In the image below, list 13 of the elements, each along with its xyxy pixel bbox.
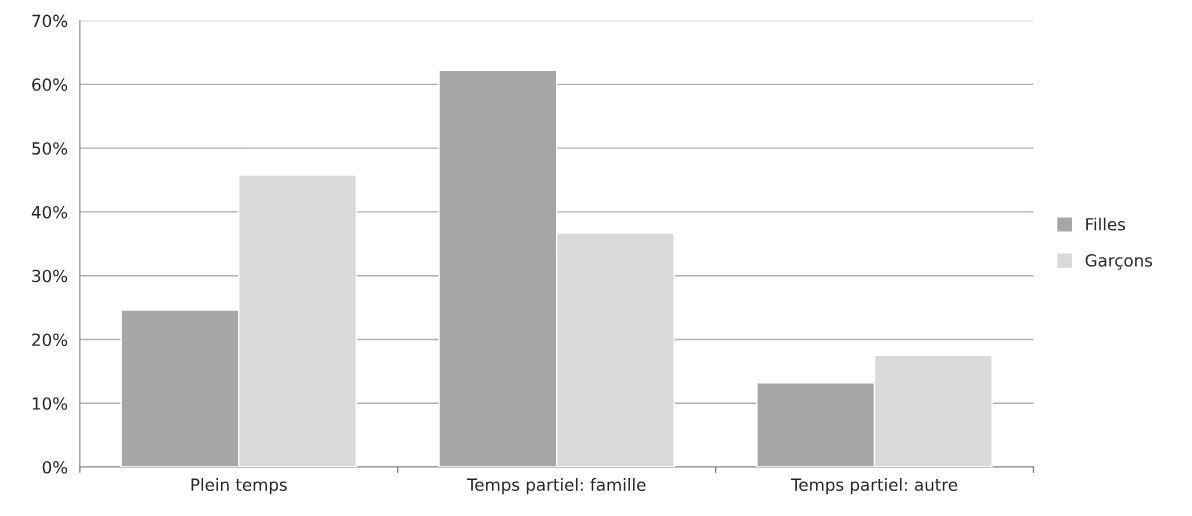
y-tick-label: 70% (32, 14, 68, 28)
legend-label: Garçons (1085, 254, 1153, 270)
x-tick-label: Temps partiel: famille (466, 478, 646, 495)
y-tick-label: 0% (42, 460, 68, 474)
y-tick-label: 50% (32, 142, 68, 155)
y-tick-label: 30% (32, 269, 68, 283)
y-tick-label: 20% (32, 333, 68, 347)
legend-label: Filles (1086, 217, 1126, 231)
y-tick-label: 10% (32, 397, 68, 410)
y-tick-label: 60% (32, 78, 68, 91)
y-tick-label: 40% (31, 205, 68, 219)
x-tick-label: Temps partiel: autre (790, 478, 958, 495)
x-tick-label: Plein temps (191, 478, 287, 495)
